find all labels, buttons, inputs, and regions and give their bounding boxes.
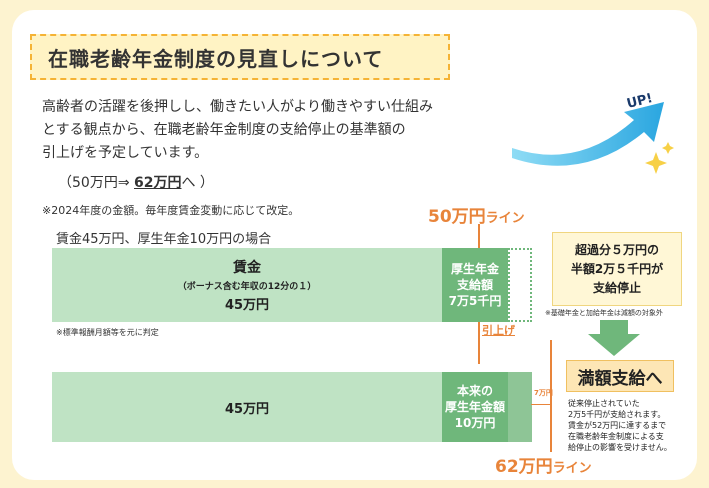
intro-text: 高齢者の活躍を後押しし、働きたい人がより働きやすい仕組み とする観点から、在職老… [42, 96, 462, 165]
result-line: 半額2万５千円が [570, 261, 664, 276]
page-title: 在職老齢年金制度の見直しについて [48, 46, 384, 71]
full-desc-line: 在職老齢年金制度による支 [568, 432, 664, 441]
wage-title: 賃金 [233, 260, 261, 276]
line-62-marker [550, 340, 552, 452]
up-arrow-icon [512, 102, 664, 166]
example-highlight: 62万円 [134, 175, 182, 191]
pension-reduced-line: 7万5千円 [448, 294, 502, 308]
wage-subtitle: （ボーナス含む年収の12分の１） [177, 282, 317, 292]
stopped-portion-box [508, 248, 532, 322]
measure-line [531, 404, 551, 405]
up-arrow-illustration: UP! [512, 91, 674, 174]
line-50-label: 50万円ライン [428, 202, 525, 227]
full-desc-line: 賃金が52万円に達するまで [568, 421, 667, 430]
down-arrow-icon [588, 320, 640, 356]
pension-reduced-line: 支給額 [456, 278, 493, 292]
wage-amount: 45万円 [224, 298, 270, 313]
result-line: 支給停止 [592, 280, 641, 295]
stop-amount-box: 超過分５万円の 半額2万５千円が 支給停止 [552, 232, 682, 306]
title-banner: 在職老齢年金制度の見直しについて [30, 34, 450, 80]
line-50-suffix: ライン [485, 211, 525, 226]
line-62-amount: 62万円 [495, 457, 553, 477]
pension-bar-full-extension [508, 372, 532, 442]
up-label: UP! [625, 91, 654, 112]
line-62-suffix: ライン [552, 461, 592, 476]
year-note: ※2024年度の金額。毎年度賃金変動に応じて改定。 [42, 204, 300, 217]
sparkle-icon [645, 152, 667, 174]
pension-bar-full: 本来の 厚生年金額 10万円 [442, 372, 508, 442]
intro-line: とする観点から、在職老齢年金制度の支給停止の基準額の [42, 122, 406, 138]
example-line: （50万円⇒ 62万円へ ） [58, 172, 214, 192]
example-prefix: （50万円⇒ [58, 175, 134, 191]
full-payment-description: 従来停止されていた 2万5千円が支給されます。 賃金が52万円に達するまで 在職… [568, 398, 692, 453]
case-label: 賃金45万円、厚生年金10万円の場合 [56, 232, 272, 247]
full-desc-line: 従来停止されていた [568, 399, 640, 408]
line-50-amount: 50万円 [428, 207, 486, 227]
intro-line: 引上げを予定しています。 [42, 145, 209, 161]
measure-label: 7万円 [534, 389, 553, 397]
pension-reduced-line: 厚生年金 [450, 262, 499, 276]
basic-pension-note: ※基礎年金と加給年金は減額の対象外 [545, 309, 663, 317]
full-payment-label: 満額支給へ [577, 368, 663, 389]
standard-note: ※標準報酬月額等を元に判定 [56, 328, 159, 337]
full-desc-line: 2万5千円が支給されます。 [568, 410, 666, 419]
wage-after-amount: 45万円 [224, 401, 270, 417]
pension-bar-reduced: 厚生年金 支給額 7万5千円 [442, 248, 508, 322]
wage-bar-current: 賃金 （ボーナス含む年収の12分の１） 45万円 [52, 248, 442, 322]
full-desc-line: 給停止の影響を受けません。 [568, 443, 672, 452]
intro-line: 高齢者の活躍を後押しし、働きたい人がより働きやすい仕組み [42, 99, 434, 115]
full-payment-banner: 満額支給へ [566, 360, 674, 392]
raise-label: 引上げ [482, 324, 515, 337]
result-line: 超過分５万円の [574, 242, 659, 257]
wage-bar-after: 45万円 [52, 372, 442, 442]
pension-full-line: 厚生年金額 [444, 400, 505, 414]
pension-full-line: 本来の [456, 384, 493, 398]
line-62-label: 62万円ライン [495, 452, 592, 477]
pension-full-line: 10万円 [454, 416, 496, 430]
example-suffix: へ ） [181, 175, 214, 191]
sparkle-icon [662, 142, 674, 154]
